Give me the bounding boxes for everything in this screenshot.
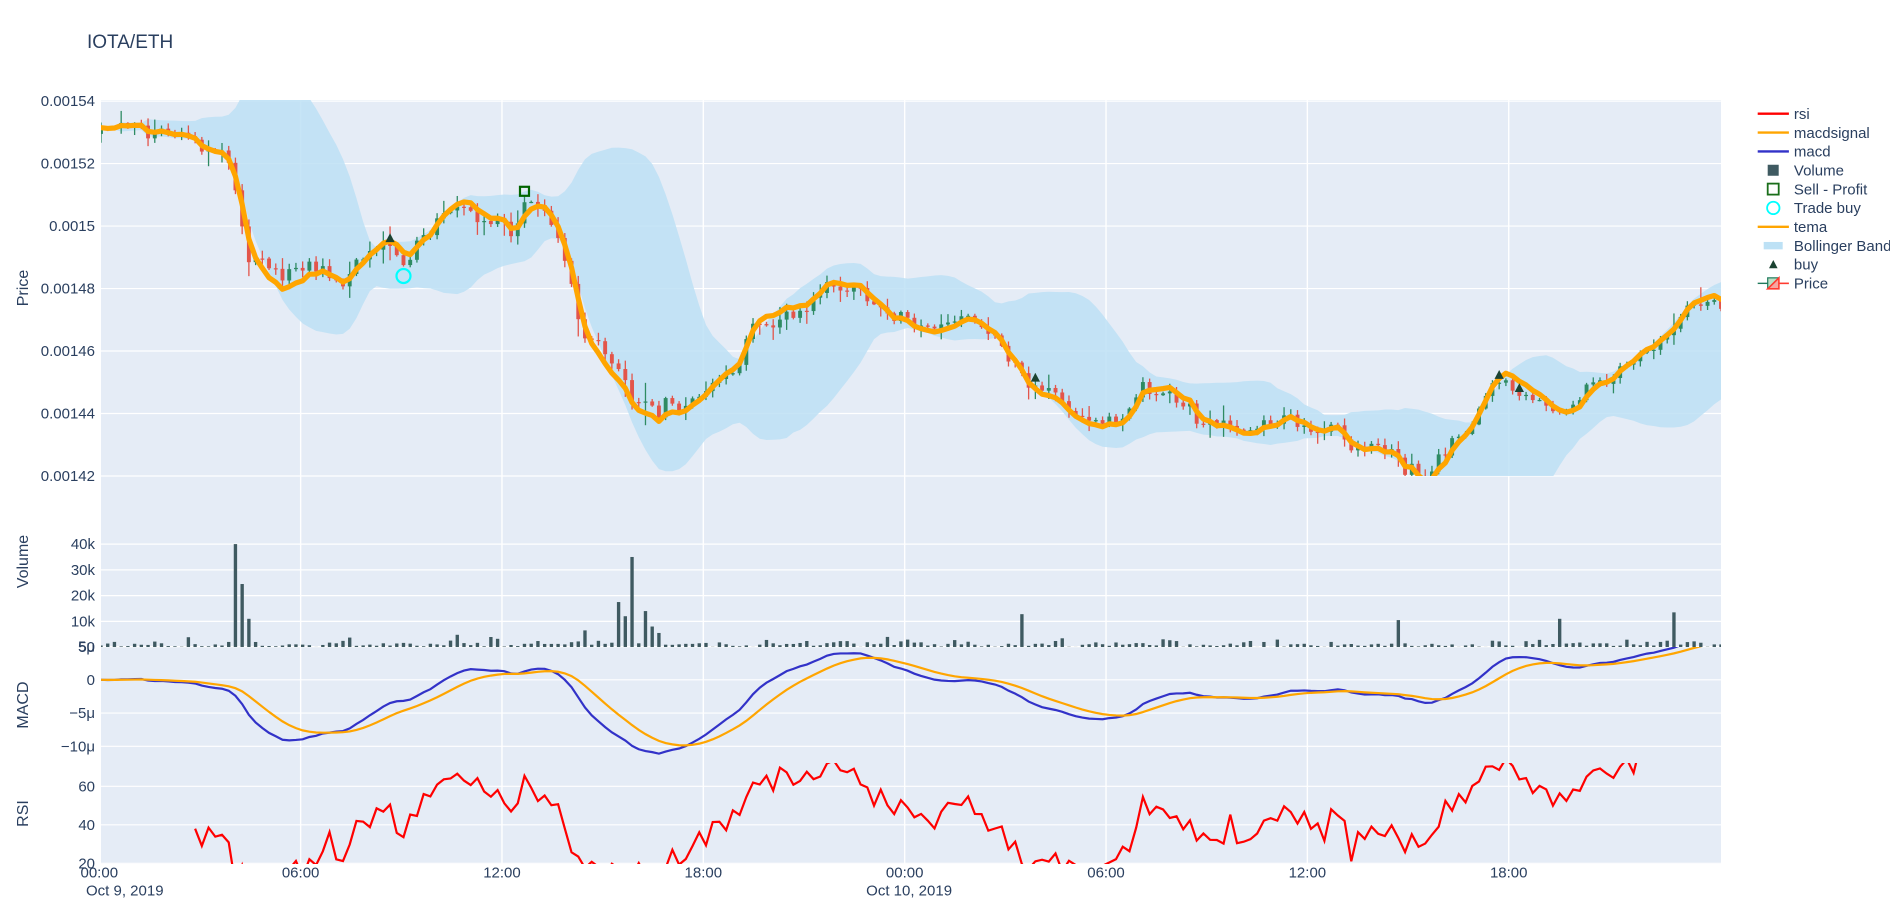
svg-text:30k: 30k xyxy=(71,562,96,579)
svg-text:0.00146: 0.00146 xyxy=(41,343,95,360)
svg-text:Trade buy: Trade buy xyxy=(1794,200,1861,217)
svg-text:0: 0 xyxy=(87,672,95,689)
svg-text:40k: 40k xyxy=(71,536,96,553)
svg-text:00:00: 00:00 xyxy=(81,865,119,882)
svg-text:0.00142: 0.00142 xyxy=(41,468,95,485)
svg-text:Price: Price xyxy=(1794,276,1828,293)
svg-text:Oct 10, 2019: Oct 10, 2019 xyxy=(866,883,952,900)
svg-text:10k: 10k xyxy=(71,613,96,630)
svg-text:0.00152: 0.00152 xyxy=(41,156,95,173)
svg-text:12:00: 12:00 xyxy=(483,865,521,882)
svg-text:0.00148: 0.00148 xyxy=(41,281,95,298)
svg-text:60: 60 xyxy=(78,778,95,795)
svg-text:06:00: 06:00 xyxy=(1087,865,1125,882)
svg-text:0.00154: 0.00154 xyxy=(41,93,95,110)
svg-text:−10μ: −10μ xyxy=(61,738,95,755)
svg-text:Sell - Profit: Sell - Profit xyxy=(1794,181,1868,198)
svg-text:0.0015: 0.0015 xyxy=(49,218,95,235)
svg-text:Volume: Volume xyxy=(15,535,32,588)
svg-text:18:00: 18:00 xyxy=(685,865,723,882)
svg-text:Bollinger Band: Bollinger Band xyxy=(1794,238,1890,255)
svg-text:12:00: 12:00 xyxy=(1289,865,1327,882)
svg-text:20k: 20k xyxy=(71,588,96,605)
svg-text:rsi: rsi xyxy=(1794,106,1810,123)
svg-text:Price: Price xyxy=(15,270,32,307)
svg-text:macd: macd xyxy=(1794,144,1831,161)
svg-text:macdsignal: macdsignal xyxy=(1794,125,1870,142)
svg-text:00:00: 00:00 xyxy=(886,865,924,882)
svg-text:0.00144: 0.00144 xyxy=(41,406,95,423)
svg-text:MACD: MACD xyxy=(15,681,32,728)
svg-text:Oct 9, 2019: Oct 9, 2019 xyxy=(86,883,164,900)
svg-text:5μ: 5μ xyxy=(78,639,95,656)
svg-text:Volume: Volume xyxy=(1794,162,1844,179)
svg-text:RSI: RSI xyxy=(15,800,32,827)
svg-text:tema: tema xyxy=(1794,219,1828,236)
svg-text:−5μ: −5μ xyxy=(69,705,95,722)
svg-text:18:00: 18:00 xyxy=(1490,865,1528,882)
svg-text:40: 40 xyxy=(78,817,95,834)
svg-text:06:00: 06:00 xyxy=(282,865,320,882)
svg-text:buy: buy xyxy=(1794,257,1819,274)
